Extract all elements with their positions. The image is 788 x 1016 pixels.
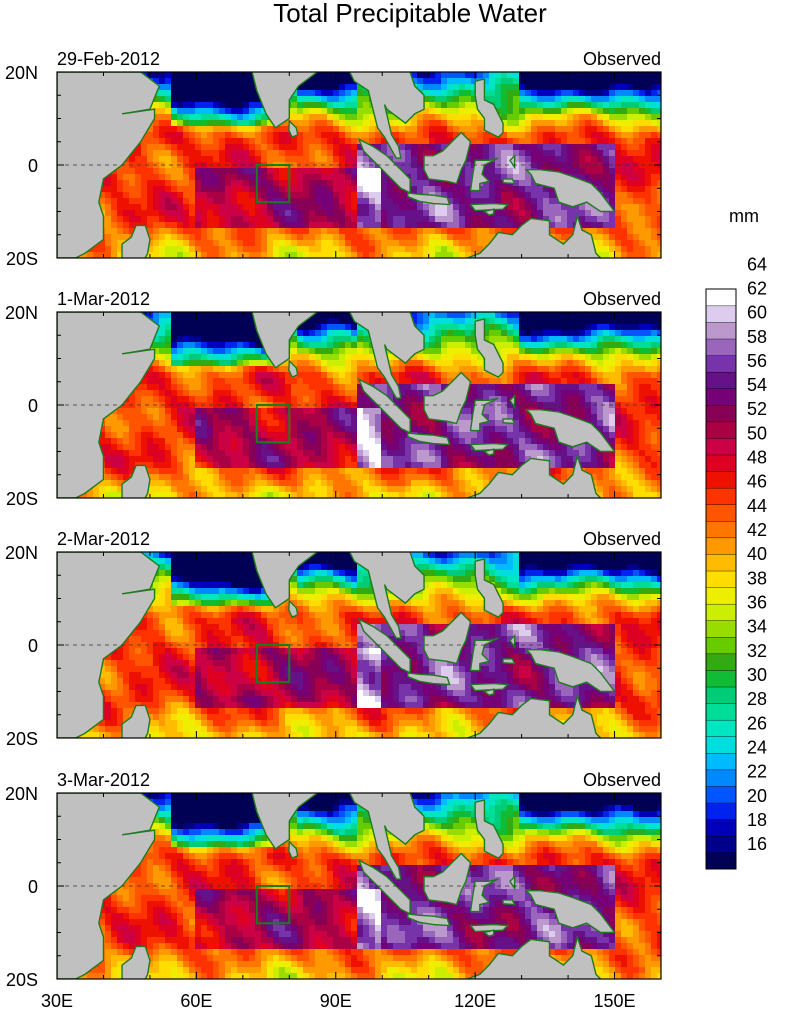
colorbar-label: 46 bbox=[747, 472, 767, 492]
panel-date: 3-Mar-2012 bbox=[57, 770, 150, 790]
colorbar-swatch bbox=[705, 487, 737, 505]
colorbar-swatch bbox=[705, 719, 737, 737]
colorbar-label: 24 bbox=[747, 737, 767, 757]
y-tick-label: 0 bbox=[28, 636, 38, 656]
colorbar-label: 58 bbox=[747, 327, 767, 347]
colorbar-swatch bbox=[705, 653, 737, 671]
colorbar-swatch bbox=[705, 371, 737, 389]
colorbar-swatch bbox=[705, 388, 737, 406]
colorbar-label: 64 bbox=[747, 254, 767, 274]
colorbar-label: 62 bbox=[747, 278, 767, 298]
colorbar-swatch bbox=[705, 819, 737, 837]
panel-label: Observed bbox=[583, 529, 661, 549]
analysis-box bbox=[255, 885, 291, 925]
panel-label: Observed bbox=[583, 49, 661, 69]
colorbar-swatch bbox=[705, 603, 737, 621]
colorbar-swatch bbox=[705, 802, 737, 820]
colorbar: 16 18 20 22 24 26 28 30 32 34 36 38 40 42 44 46 48 50 52 54… bbox=[705, 254, 767, 870]
analysis-box bbox=[255, 164, 291, 204]
colorbar-swatch bbox=[705, 288, 737, 307]
colorbar-swatch bbox=[705, 454, 737, 472]
y-tick-label: 20N bbox=[5, 543, 38, 563]
x-axis-labels: 30E 60E 90E 120E 150E bbox=[41, 991, 636, 1011]
y-tick-label: 0 bbox=[28, 396, 38, 416]
colorbar-label: 56 bbox=[747, 351, 767, 371]
map-panel: 20N 0 20S 2-Mar-2012 Observed bbox=[5, 529, 662, 749]
analysis-box bbox=[255, 404, 291, 444]
colorbar-swatch bbox=[705, 752, 737, 771]
colorbar-label: 52 bbox=[747, 399, 767, 419]
analysis-box bbox=[255, 644, 291, 684]
colorbar-label: 22 bbox=[747, 762, 767, 782]
colorbar-swatch bbox=[705, 520, 737, 539]
colorbar-swatch bbox=[705, 305, 737, 323]
map-panel: 20N 0 20S 3-Mar-2012 Observed bbox=[5, 770, 662, 990]
colorbar-swatch bbox=[705, 437, 737, 456]
x-tick-label: 120E bbox=[454, 991, 496, 1011]
colorbar-label: 48 bbox=[747, 448, 767, 468]
colorbar-swatch bbox=[705, 338, 737, 356]
colorbar-label: 28 bbox=[747, 689, 767, 709]
panel-date: 29-Feb-2012 bbox=[57, 49, 160, 69]
colorbar-label: 26 bbox=[747, 713, 767, 733]
colorbar-label: 42 bbox=[747, 520, 767, 540]
y-tick-label: 20S bbox=[6, 489, 38, 509]
colorbar-swatch bbox=[705, 686, 737, 704]
colorbar-label: 38 bbox=[747, 568, 767, 588]
y-tick-label: 20N bbox=[5, 303, 38, 323]
colorbar-swatch bbox=[705, 669, 737, 688]
colorbar-label: 40 bbox=[747, 544, 767, 564]
panel-date: 1-Mar-2012 bbox=[57, 289, 150, 309]
colorbar-swatch bbox=[705, 620, 737, 638]
y-tick-label: 0 bbox=[28, 156, 38, 176]
x-tick-label: 60E bbox=[180, 991, 212, 1011]
y-tick-label: 0 bbox=[28, 877, 38, 897]
panel-label: Observed bbox=[583, 770, 661, 790]
colorbar-label: 34 bbox=[747, 617, 767, 637]
y-tick-label: 20S bbox=[6, 249, 38, 269]
panel-label: Observed bbox=[583, 289, 661, 309]
colorbar-label: 16 bbox=[747, 834, 767, 854]
colorbar-units: mm bbox=[729, 206, 759, 226]
colorbar-swatch bbox=[705, 537, 737, 555]
x-tick-label: 150E bbox=[594, 991, 636, 1011]
x-tick-label: 90E bbox=[320, 991, 352, 1011]
colorbar-label: 36 bbox=[747, 593, 767, 613]
colorbar-swatch bbox=[705, 852, 737, 870]
colorbar-swatch bbox=[705, 570, 737, 588]
map-panel: 20N 0 20S 1-Mar-2012 Observed bbox=[5, 289, 662, 509]
colorbar-swatch bbox=[705, 404, 737, 423]
chart-title: Total Precipitable Water bbox=[273, 0, 547, 28]
colorbar-label: 54 bbox=[747, 375, 767, 395]
y-tick-label: 20S bbox=[6, 970, 38, 990]
colorbar-swatch bbox=[705, 835, 737, 853]
x-tick-label: 30E bbox=[41, 991, 73, 1011]
colorbar-label: 32 bbox=[747, 641, 767, 661]
colorbar-swatch bbox=[705, 471, 737, 489]
colorbar-swatch bbox=[705, 785, 737, 804]
colorbar-label: 44 bbox=[747, 496, 767, 516]
colorbar-label: 20 bbox=[747, 786, 767, 806]
y-tick-label: 20S bbox=[6, 729, 38, 749]
colorbar-label: 60 bbox=[747, 303, 767, 323]
colorbar-label: 30 bbox=[747, 665, 767, 685]
colorbar-swatch bbox=[705, 636, 737, 655]
y-tick-label: 20N bbox=[5, 784, 38, 804]
colorbar-frame bbox=[705, 288, 737, 870]
colorbar-swatch bbox=[705, 421, 737, 439]
colorbar-swatch bbox=[705, 703, 737, 721]
colorbar-swatch bbox=[705, 736, 737, 754]
colorbar-swatch bbox=[705, 355, 737, 373]
colorbar-swatch bbox=[705, 504, 737, 522]
colorbar-swatch bbox=[705, 321, 737, 340]
map-panel: 20N 0 20S 29-Feb-2012 Observed bbox=[5, 49, 662, 269]
colorbar-label: 50 bbox=[747, 423, 767, 443]
colorbar-label: 18 bbox=[747, 810, 767, 830]
colorbar-swatch bbox=[705, 553, 737, 572]
y-tick-label: 20N bbox=[5, 63, 38, 83]
colorbar-swatch bbox=[705, 587, 737, 605]
colorbar-swatch bbox=[705, 769, 737, 787]
panel-date: 2-Mar-2012 bbox=[57, 529, 150, 549]
